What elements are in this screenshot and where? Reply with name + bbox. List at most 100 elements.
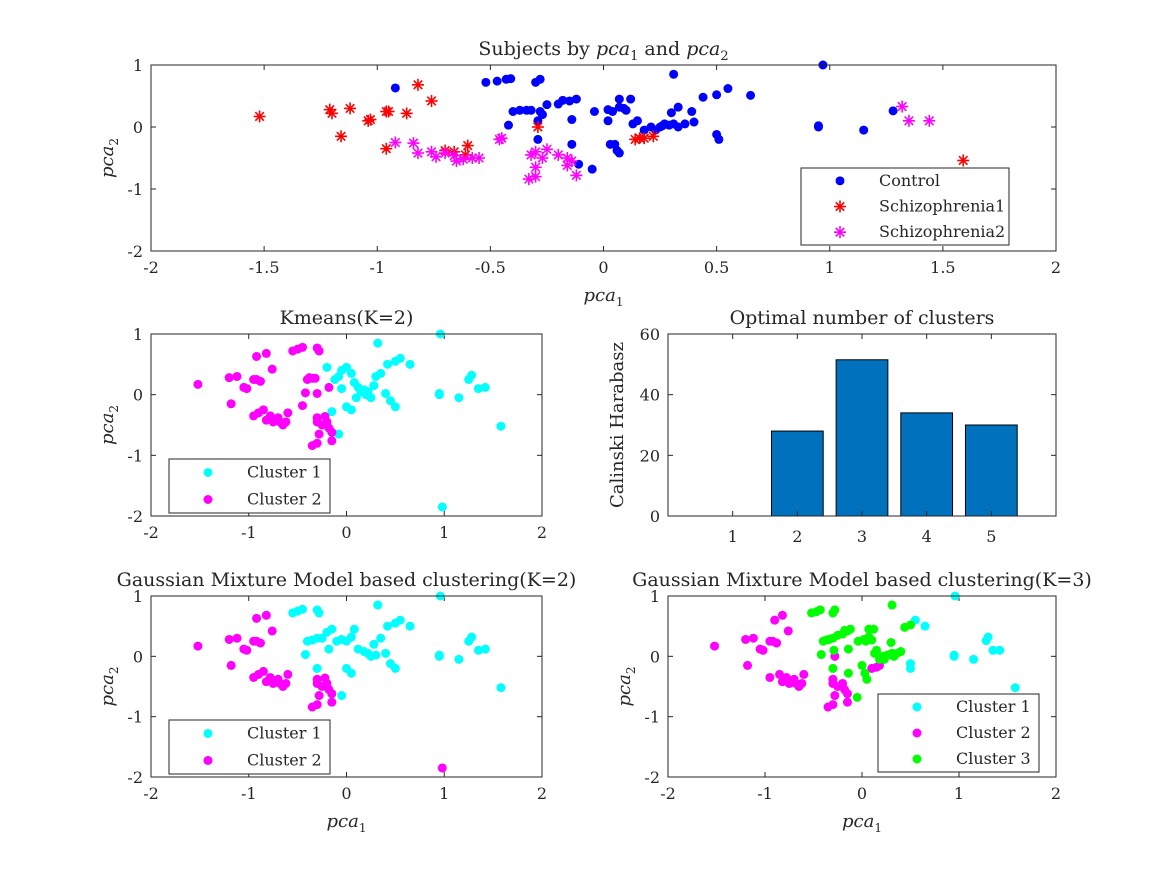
point (232, 633, 242, 643)
point (312, 700, 322, 710)
point (369, 639, 379, 649)
point (535, 74, 545, 84)
x-tick-label: 3 (857, 527, 867, 546)
point (390, 402, 400, 412)
xlabel-label-subscript: 1 (874, 821, 882, 835)
y-tick-label: 0 (133, 647, 143, 666)
point (830, 605, 840, 615)
point (862, 674, 872, 684)
point (741, 634, 751, 644)
point (828, 663, 838, 673)
point (765, 672, 775, 682)
ylabel-label: pca2 (614, 667, 638, 707)
point (258, 666, 268, 676)
point (920, 621, 930, 631)
point (508, 107, 518, 116)
x-tick-label: -1 (241, 784, 257, 803)
point (327, 697, 337, 707)
point (193, 379, 203, 389)
y-tick-label: 1 (133, 325, 143, 344)
point (655, 122, 665, 132)
x-tick-label: -2 (143, 523, 159, 542)
point (529, 145, 542, 158)
point (349, 624, 359, 634)
point (261, 348, 271, 358)
ylabel-label-subscript: 2 (107, 667, 121, 675)
x-tick-label: -1 (369, 258, 385, 277)
x-tick-label: 0 (598, 258, 608, 277)
point (324, 382, 334, 392)
point (457, 153, 470, 166)
point (454, 393, 464, 403)
point (888, 106, 898, 116)
point (867, 635, 877, 645)
point (312, 674, 322, 684)
legend-box (877, 693, 1040, 773)
point (680, 119, 690, 129)
point (242, 645, 252, 655)
point (314, 429, 324, 439)
point (829, 645, 839, 655)
ylabel-label-subscript: 2 (107, 405, 121, 413)
point (587, 164, 597, 174)
point (828, 674, 838, 684)
chart-title-math: pca (686, 38, 720, 60)
ylabel-label-subscript: 2 (107, 138, 121, 146)
x-tick-label: 1.5 (930, 258, 955, 277)
chart-title-text: Kmeans(K=2) (280, 307, 414, 329)
point (327, 689, 337, 699)
point (405, 621, 415, 631)
point (281, 678, 291, 688)
point (712, 90, 722, 100)
point (1010, 683, 1020, 693)
point (380, 142, 393, 155)
x-tick-label: 0.5 (704, 258, 729, 277)
point (382, 105, 395, 118)
point (255, 376, 265, 386)
series-cluster-2 (193, 610, 447, 773)
point (540, 143, 553, 156)
point (843, 644, 853, 654)
point (346, 668, 356, 678)
point (267, 364, 277, 374)
x-tick-label: -2 (143, 258, 159, 277)
point (828, 700, 838, 710)
point (902, 114, 915, 127)
point (537, 110, 547, 120)
point (565, 96, 575, 106)
point (425, 94, 438, 107)
legend-label: Cluster 2 (247, 490, 322, 509)
x-tick-label: 2 (1051, 784, 1061, 803)
point (261, 610, 271, 620)
point (407, 137, 420, 150)
point (312, 388, 322, 398)
ylabel-label-base: pca (614, 674, 635, 706)
point (300, 650, 310, 660)
point (381, 648, 391, 658)
point (437, 763, 447, 773)
point (896, 647, 906, 657)
y-tick-label: -1 (644, 708, 660, 727)
point (473, 152, 486, 164)
point (376, 633, 386, 643)
point (326, 107, 338, 120)
x-tick-label: 2 (537, 523, 547, 542)
point (552, 148, 565, 161)
point (542, 100, 552, 110)
point (232, 371, 242, 381)
y-tick-label: -1 (127, 708, 143, 727)
legend-marker (912, 754, 922, 764)
point (567, 115, 577, 125)
point (480, 644, 490, 654)
point (983, 632, 993, 642)
point (351, 393, 361, 403)
x-tick-label: 0 (857, 784, 867, 803)
point (390, 663, 400, 673)
axes-frame (150, 333, 543, 517)
point (608, 107, 618, 116)
point (383, 359, 393, 369)
chart-calinski: 1 2 3 4 5 0 20 40 60 Optimal number of clusters Ca… (607, 307, 1057, 546)
point (896, 100, 909, 113)
